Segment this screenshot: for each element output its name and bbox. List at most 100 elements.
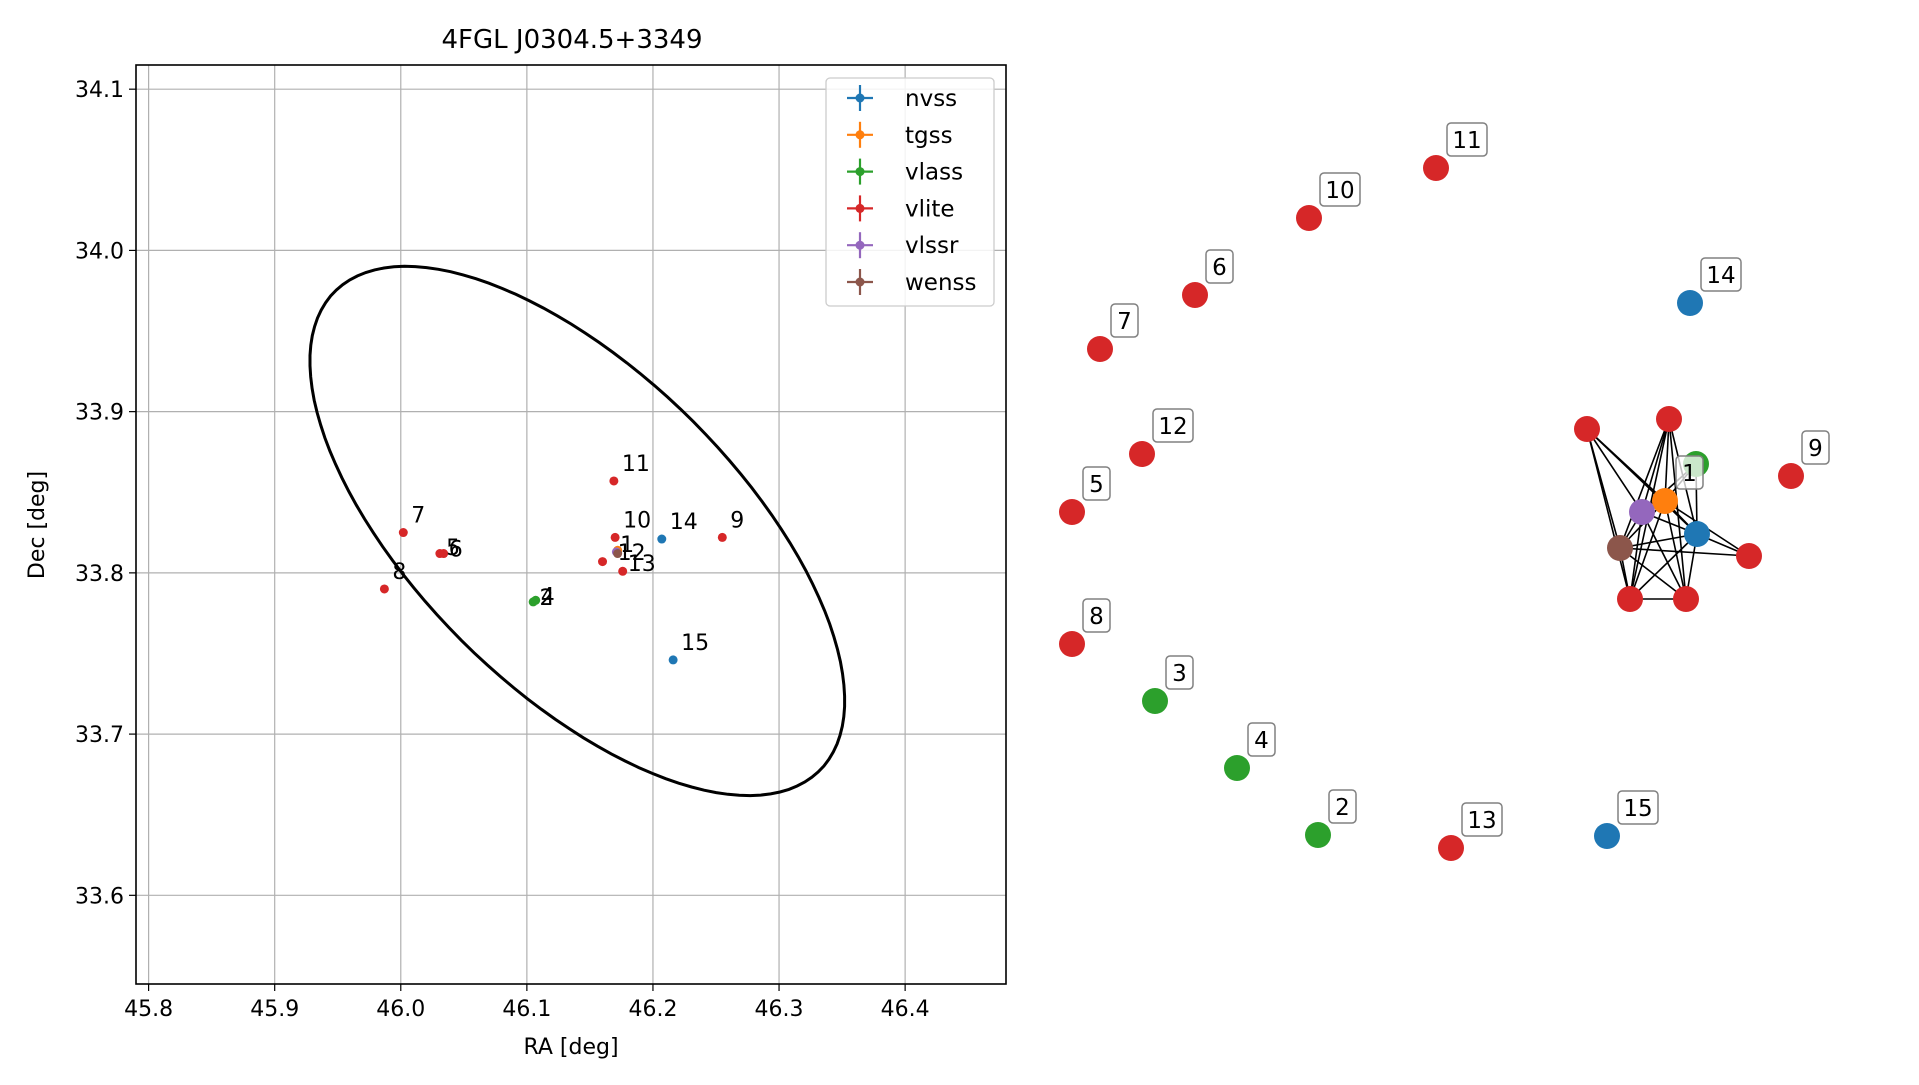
node-label-box bbox=[1328, 789, 1357, 824]
network-node-vlite bbox=[1656, 406, 1682, 432]
network-edge bbox=[1586, 428, 1631, 600]
node-label: 2 bbox=[1335, 795, 1350, 821]
network-node-vlite bbox=[1673, 586, 1699, 612]
node-label-box bbox=[1082, 598, 1111, 633]
scatter-point-vlite bbox=[379, 584, 389, 594]
network-nodes bbox=[1059, 155, 1804, 861]
node-label-box bbox=[1617, 790, 1659, 825]
point-label: 5 bbox=[446, 536, 460, 561]
scatter-point-vlass bbox=[531, 595, 541, 605]
network-node-vlite bbox=[1438, 835, 1464, 861]
node-label: 15 bbox=[1623, 796, 1652, 822]
node-label: 12 bbox=[1158, 414, 1187, 440]
x-tick-label: 45.8 bbox=[124, 997, 173, 1022]
network-node-vlssr bbox=[1629, 499, 1655, 525]
node-label: 14 bbox=[1706, 263, 1735, 289]
network-edge bbox=[1664, 418, 1670, 502]
x-tick-label: 46.0 bbox=[376, 997, 425, 1022]
point-label: 12 bbox=[618, 541, 646, 566]
x-tick-label: 46.2 bbox=[628, 997, 677, 1022]
node-label-box bbox=[1205, 249, 1234, 284]
scatter-point-vlite bbox=[598, 557, 608, 567]
node-label-box bbox=[1110, 303, 1139, 338]
network-node-nvss bbox=[1677, 290, 1703, 316]
y-tick-label: 34.0 bbox=[75, 239, 124, 264]
network-edge bbox=[1586, 428, 1643, 513]
network-edge bbox=[1664, 500, 1687, 600]
error-ellipse bbox=[308, 264, 847, 798]
node-label-box bbox=[1700, 257, 1742, 292]
x-ticks: 45.8 45.9 46.0 46.1 46.2 46.3 46.4 bbox=[124, 984, 930, 1022]
node-label-box bbox=[1152, 408, 1194, 443]
network-node-vlite bbox=[1059, 631, 1085, 657]
x-tick-label: 46.4 bbox=[881, 997, 930, 1022]
y-tick-label: 33.7 bbox=[75, 723, 124, 748]
point-label: 8 bbox=[392, 560, 406, 585]
network-node-vlite bbox=[1182, 282, 1208, 308]
node-label-box bbox=[1461, 802, 1503, 837]
node-label: 1 bbox=[1682, 461, 1697, 487]
network-node-vlass bbox=[1142, 688, 1168, 714]
point-label: 11 bbox=[622, 452, 650, 477]
y-tick-label: 33.8 bbox=[75, 562, 124, 587]
x-tick-label: 45.9 bbox=[250, 997, 299, 1022]
network-edge bbox=[1619, 418, 1670, 549]
scatter-point-wenss bbox=[613, 549, 623, 559]
legend-marker-wenss bbox=[855, 277, 865, 287]
node-label-box bbox=[1319, 172, 1361, 207]
node-label-box bbox=[1801, 430, 1830, 465]
y-ticks: 33.6 33.7 33.8 33.9 34.0 34.1 bbox=[75, 78, 136, 909]
error-ellipse-layer bbox=[308, 264, 847, 798]
node-label: 13 bbox=[1467, 808, 1496, 834]
node-label-box bbox=[1446, 122, 1488, 157]
node-label-box bbox=[1165, 655, 1194, 690]
point-label: 2 bbox=[539, 586, 553, 611]
network-node-vlite bbox=[1423, 155, 1449, 181]
y-axis-label: Dec [deg] bbox=[25, 471, 50, 579]
node-label: 10 bbox=[1325, 178, 1354, 204]
legend-label-wenss: wenss bbox=[905, 270, 977, 296]
point-label: 13 bbox=[628, 552, 656, 577]
legend-marker-vlass bbox=[855, 167, 865, 177]
scatter-point-vlite bbox=[610, 532, 620, 542]
network-node-vlass bbox=[1224, 755, 1250, 781]
network-node-vlite bbox=[1087, 336, 1113, 362]
data-points bbox=[379, 476, 727, 665]
legend-marker-nvss bbox=[855, 93, 865, 103]
point-label: 14 bbox=[670, 510, 698, 535]
network-edge bbox=[1629, 533, 1698, 600]
network-node-wenss bbox=[1607, 535, 1633, 561]
node-label-box bbox=[1247, 722, 1276, 757]
x-tick-label: 46.3 bbox=[755, 997, 804, 1022]
y-tick-label: 33.9 bbox=[75, 401, 124, 426]
network-edge bbox=[1619, 547, 1750, 557]
x-axis-label: RA [deg] bbox=[523, 1035, 618, 1060]
node-label: 8 bbox=[1089, 604, 1104, 630]
network-edge bbox=[1629, 511, 1643, 600]
point-label: 9 bbox=[730, 508, 744, 533]
scatter-point-vlite bbox=[717, 532, 727, 542]
network-edge bbox=[1619, 547, 1687, 600]
legend-label-vlite: vlite bbox=[905, 196, 955, 222]
legend-label-tgss: tgss bbox=[905, 123, 953, 149]
node-label: 6 bbox=[1212, 255, 1227, 281]
point-label: 7 bbox=[411, 504, 425, 529]
network-node-vlite bbox=[1617, 586, 1643, 612]
scatter-point-vlite bbox=[439, 549, 449, 559]
network-node-vlite bbox=[1574, 416, 1600, 442]
node-label: 11 bbox=[1452, 128, 1481, 154]
node-label-box bbox=[1675, 455, 1704, 490]
scatter-point-nvss bbox=[657, 534, 667, 544]
network-edge bbox=[1619, 533, 1698, 549]
network-node-vlite bbox=[1129, 441, 1155, 467]
network-node-vlite bbox=[1059, 499, 1085, 525]
network-node-nvss bbox=[1684, 521, 1710, 547]
legend-label-nvss: nvss bbox=[905, 86, 957, 112]
scatter-point-vlite bbox=[618, 566, 628, 576]
node-label-box bbox=[1082, 466, 1111, 501]
